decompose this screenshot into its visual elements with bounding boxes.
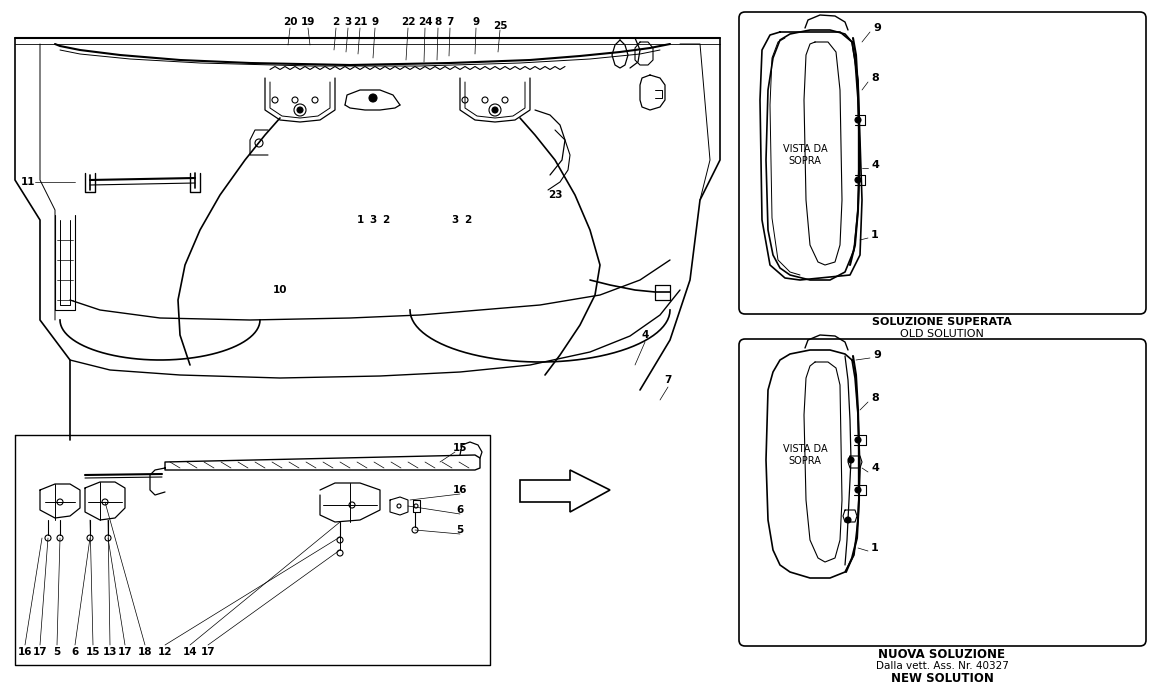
Text: 5: 5: [53, 647, 61, 657]
Text: 9: 9: [371, 17, 378, 27]
Text: 16: 16: [453, 485, 467, 495]
Text: 17: 17: [201, 647, 215, 657]
Text: 7: 7: [446, 17, 454, 27]
Text: VISTA DA
SOPRA: VISTA DA SOPRA: [783, 444, 827, 466]
Text: 14: 14: [183, 647, 198, 657]
Text: 2: 2: [382, 215, 390, 225]
Text: 3: 3: [344, 17, 352, 27]
FancyBboxPatch shape: [739, 339, 1147, 646]
Text: 9: 9: [873, 23, 881, 33]
Circle shape: [854, 117, 861, 123]
Text: 25: 25: [492, 21, 507, 31]
Text: 15: 15: [86, 647, 100, 657]
Text: 17: 17: [117, 647, 132, 657]
Circle shape: [848, 457, 854, 463]
Text: 1: 1: [872, 543, 879, 553]
Text: 6: 6: [457, 505, 463, 515]
Text: 12: 12: [158, 647, 172, 657]
Text: 8: 8: [872, 393, 879, 403]
Text: SOLUZIONE SUPERATA: SOLUZIONE SUPERATA: [872, 317, 1012, 327]
Text: 7: 7: [665, 375, 672, 385]
Text: 9: 9: [873, 350, 881, 360]
Circle shape: [369, 94, 377, 102]
Circle shape: [854, 177, 861, 183]
Text: 10: 10: [273, 285, 288, 295]
Text: 19: 19: [301, 17, 315, 27]
Text: OLD SOLUTION: OLD SOLUTION: [900, 329, 984, 339]
Text: 5: 5: [457, 525, 463, 535]
Text: 22: 22: [400, 17, 415, 27]
Text: 23: 23: [547, 190, 562, 200]
Circle shape: [845, 517, 851, 523]
Text: 4: 4: [871, 463, 879, 473]
Text: 8: 8: [872, 73, 879, 83]
Circle shape: [854, 487, 861, 493]
Text: 4: 4: [871, 160, 879, 170]
Circle shape: [297, 107, 302, 113]
Text: 21: 21: [353, 17, 367, 27]
Text: 3: 3: [369, 215, 377, 225]
Text: Dalla vett. Ass. Nr. 40327: Dalla vett. Ass. Nr. 40327: [875, 661, 1009, 671]
Text: 8: 8: [435, 17, 442, 27]
Text: 20: 20: [283, 17, 297, 27]
Circle shape: [492, 107, 498, 113]
Text: 9: 9: [473, 17, 480, 27]
Text: 24: 24: [417, 17, 432, 27]
Text: NUOVA SOLUZIONE: NUOVA SOLUZIONE: [879, 647, 1005, 660]
Circle shape: [854, 437, 861, 443]
Polygon shape: [520, 470, 610, 512]
FancyBboxPatch shape: [739, 12, 1147, 314]
Text: 6: 6: [71, 647, 78, 657]
Text: 15: 15: [453, 443, 467, 453]
Text: 17: 17: [32, 647, 47, 657]
Text: 18: 18: [138, 647, 152, 657]
Text: 1: 1: [356, 215, 363, 225]
Text: 13: 13: [102, 647, 117, 657]
Text: 1: 1: [872, 230, 879, 240]
Text: NEW SOLUTION: NEW SOLUTION: [890, 671, 994, 683]
Text: 16: 16: [17, 647, 32, 657]
Text: 3: 3: [451, 215, 459, 225]
Text: VISTA DA
SOPRA: VISTA DA SOPRA: [783, 144, 827, 166]
Text: 11: 11: [21, 177, 36, 187]
Text: 4: 4: [642, 330, 649, 340]
Text: 2: 2: [332, 17, 339, 27]
Text: 2: 2: [465, 215, 471, 225]
